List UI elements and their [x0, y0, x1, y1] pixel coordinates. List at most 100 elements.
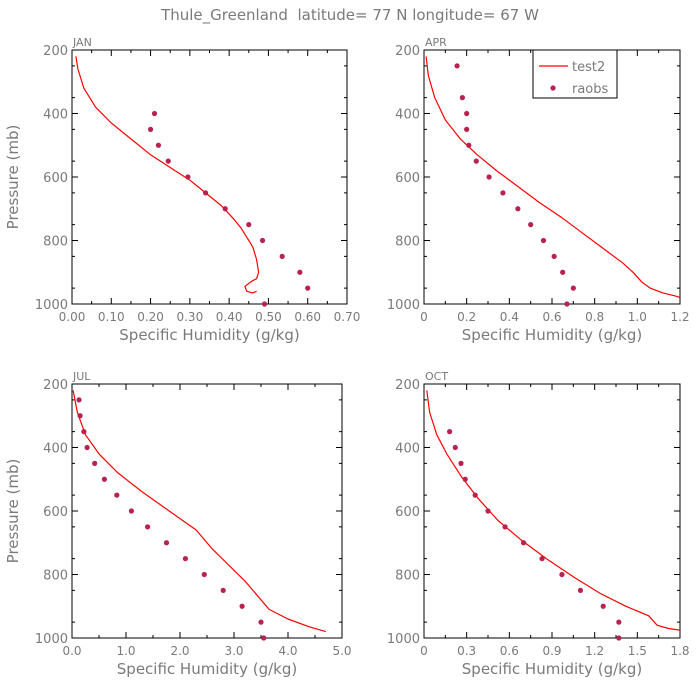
data-point-raobs [520, 540, 527, 546]
data-point-raobs [570, 285, 576, 291]
x-tick-label: 0.4 [500, 310, 519, 324]
data-point-raobs [452, 444, 458, 451]
y-tick-label: 600 [43, 171, 68, 186]
data-point-raobs [560, 269, 566, 275]
data-point-raobs [528, 222, 534, 228]
y-tick-label: 400 [43, 442, 68, 457]
x-tick-label: 3.0 [224, 644, 243, 658]
data-point-raobs [165, 158, 171, 164]
data-point-raobs [559, 571, 565, 578]
x-tick-label: 1.8 [670, 644, 689, 658]
data-point-raobs [462, 476, 468, 482]
data-point-raobs [564, 301, 570, 307]
data-point-raobs [616, 619, 622, 625]
series-line-test2 [75, 56, 260, 294]
x-tick-label: 1.2 [670, 310, 689, 324]
y-tick-label: 600 [395, 505, 420, 520]
data-point-raobs [577, 587, 584, 593]
data-point-raobs [259, 237, 266, 244]
y-tick-label: 1000 [387, 298, 420, 313]
x-tick-label: 2.0 [170, 644, 189, 658]
data-point-raobs [472, 492, 478, 498]
data-point-raobs [540, 237, 547, 244]
legend-swatch-raobs [550, 85, 556, 91]
legend-box [532, 49, 618, 99]
panel-label-jan: JAN [72, 36, 92, 49]
data-point-raobs [551, 253, 557, 259]
data-point-raobs [84, 444, 90, 451]
x-axis-title: Specific Humidity (g/kg) [117, 660, 297, 678]
legend-label-raobs: raobs [572, 82, 609, 97]
data-point-raobs [473, 158, 479, 164]
x-tick-label: 0.3 [457, 644, 476, 658]
data-point-raobs [114, 492, 120, 498]
y-tick-label: 1000 [35, 298, 68, 313]
plot-frame [71, 49, 348, 305]
x-tick-label: 0.6 [542, 310, 561, 324]
data-point-raobs [600, 603, 606, 609]
data-point-raobs [485, 508, 491, 514]
figure-title: Thule_Greenland latitude= 77 N longitude… [160, 6, 539, 25]
x-tick-label: 0.8 [585, 310, 604, 324]
data-point-raobs [101, 476, 107, 482]
y-axis-title: Pressure (mb) [4, 125, 22, 230]
data-point-raobs [92, 460, 98, 466]
data-point-raobs [466, 142, 472, 148]
x-tick-label: 0.70 [334, 310, 361, 324]
x-tick-label: 0.50 [255, 310, 282, 324]
data-point-raobs [220, 587, 226, 593]
x-tick-label: 0.30 [176, 310, 203, 324]
data-point-raobs [502, 524, 508, 530]
data-point-raobs [297, 269, 303, 275]
data-point-raobs [182, 556, 188, 562]
x-axis-title: Specific Humidity (g/kg) [462, 660, 642, 678]
series-line-test2 [426, 390, 681, 631]
data-point-raobs [459, 95, 465, 101]
x-tick-label: 0.10 [98, 310, 125, 324]
x-tick-label: 0.6 [500, 644, 519, 658]
x-tick-label: 0.60 [294, 310, 321, 324]
data-point-raobs [76, 397, 82, 403]
x-axis-title: Specific Humidity (g/kg) [462, 326, 642, 344]
x-tick-label: 1.0 [116, 644, 135, 658]
data-point-raobs [515, 206, 521, 212]
data-point-raobs [261, 301, 268, 307]
data-point-raobs [155, 142, 162, 148]
y-tick-label: 200 [395, 378, 420, 393]
x-tick-label: 0.2 [457, 310, 476, 324]
data-point-raobs [458, 460, 464, 466]
data-point-raobs [128, 508, 134, 514]
series-line-test2 [72, 390, 326, 633]
plot-frame [71, 383, 343, 639]
data-point-raobs [163, 540, 170, 546]
data-point-raobs [261, 635, 267, 641]
data-point-raobs [77, 413, 83, 419]
x-tick-label: 5.0 [332, 644, 351, 658]
x-tick-label: 1.0 [628, 310, 647, 324]
x-tick-label: 0.20 [137, 310, 164, 324]
data-point-raobs [305, 285, 311, 291]
y-tick-label: 600 [395, 171, 420, 186]
y-tick-label: 600 [43, 505, 68, 520]
x-tick-label: 1.5 [628, 644, 647, 658]
x-tick-label: 1.2 [585, 644, 604, 658]
y-tick-label: 200 [43, 378, 68, 393]
data-point-raobs [258, 619, 264, 625]
data-point-raobs [464, 110, 470, 117]
data-point-raobs [616, 635, 622, 641]
panel-label-jul: JUL [72, 370, 91, 383]
data-point-raobs [539, 556, 545, 562]
y-tick-label: 400 [43, 108, 68, 123]
data-point-raobs [81, 429, 87, 435]
data-point-raobs [447, 429, 453, 435]
x-tick-label: 0.40 [216, 310, 243, 324]
data-point-raobs [486, 174, 492, 180]
y-tick-label: 1000 [35, 632, 68, 647]
x-tick-label: 0.9 [542, 644, 561, 658]
data-point-raobs [464, 126, 470, 132]
x-tick-label: 0.0 [62, 644, 81, 658]
data-point-raobs [222, 206, 228, 212]
